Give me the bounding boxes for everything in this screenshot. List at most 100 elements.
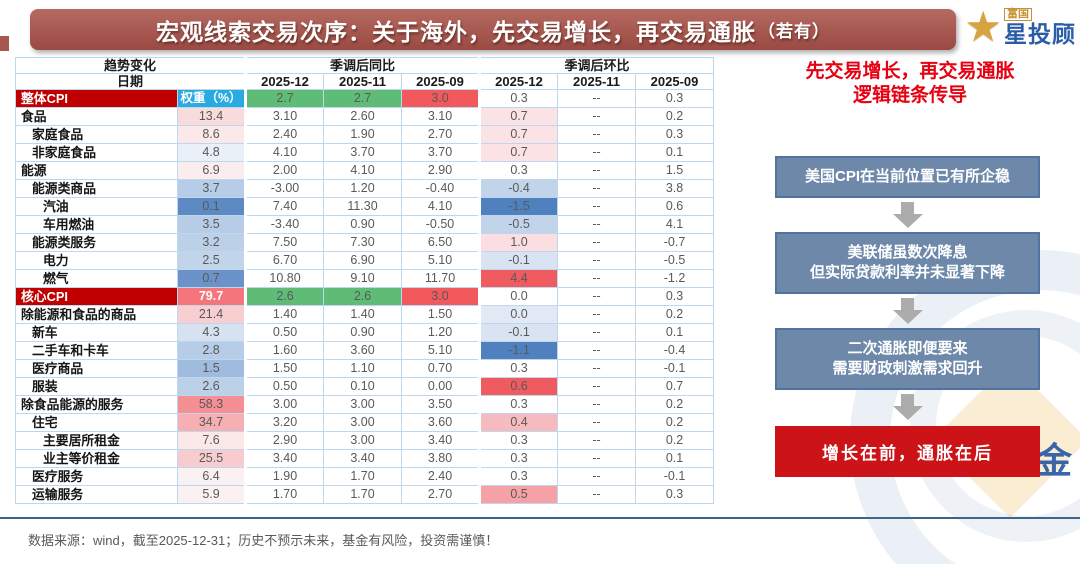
mom-cell: 0.2 — [635, 107, 715, 126]
mom-cell: -0.7 — [635, 233, 715, 252]
mom-cell: 0.7 — [478, 107, 559, 126]
yoy-cell: 2.6 — [323, 287, 403, 306]
down-arrow-icon — [892, 394, 923, 420]
mom-cell: 0.3 — [635, 485, 715, 504]
row-label-cell: 业主等价租金 — [15, 449, 178, 468]
disclaimer-text: 数据来源：wind，截至2025-12-31；历史不预示未来，基金有风险，投资需… — [28, 533, 499, 548]
mom-cell: -- — [557, 107, 637, 126]
mom-cell: -1.2 — [635, 269, 715, 288]
table-row: 能源类服务 3.2 7.50 7.30 6.50 1.0 -- -0.7 — [15, 233, 715, 252]
logic-headline-line1: 先交易增长，再交易通胀 — [805, 61, 1015, 82]
yoy-cell: 2.60 — [323, 107, 403, 126]
header-date-label: 日期 — [14, 73, 247, 90]
mom-cell: -0.4 — [635, 341, 715, 360]
flow-box: 二次通胀即便要来 需要财政刺激需求回升 — [775, 328, 1040, 390]
row-label-cell: 能源 — [15, 161, 178, 180]
mom-cell: 0.7 — [478, 125, 559, 144]
yoy-cell: 2.40 — [244, 125, 325, 144]
table-row: 医疗服务 6.4 1.90 1.70 2.40 0.3 -- -0.1 — [15, 467, 715, 486]
yoy-cell: 4.10 — [244, 143, 325, 162]
yoy-cell: 1.90 — [323, 125, 403, 144]
mom-cell: -1.5 — [478, 197, 559, 216]
cpi-table-header: 趋势变化 季调后同比 季调后环比 日期 2025-12 2025-11 2025-0… — [14, 57, 715, 90]
mom-cell: -- — [557, 89, 637, 108]
table-row: 服装 2.6 0.50 0.10 0.00 0.6 -- 0.7 — [15, 377, 715, 396]
row-label-cell: 除能源和食品的商品 — [15, 305, 178, 324]
weight-cell: 13.4 — [176, 107, 247, 126]
date-header: 2025-11 — [557, 73, 637, 90]
yoy-cell: 3.70 — [323, 143, 403, 162]
row-label-cell: 新车 — [15, 323, 178, 342]
yoy-cell: 3.0 — [401, 287, 481, 306]
mom-cell: 0.2 — [635, 413, 715, 432]
header-trend-change: 趋势变化 — [14, 57, 247, 74]
yoy-cell: 0.50 — [244, 377, 325, 396]
mom-cell: 0.4 — [478, 413, 559, 432]
date-header: 2025-09 — [635, 73, 715, 90]
row-label-cell: 汽油 — [15, 197, 178, 216]
table-row: 食品 13.4 3.10 2.60 3.10 0.7 -- 0.2 — [15, 107, 715, 126]
table-row: 除能源和食品的商品 21.4 1.40 1.40 1.50 0.0 -- 0.2 — [15, 305, 715, 324]
flow-box-line: 美国CPI在当前位置已有所企稳 — [804, 168, 1010, 185]
mom-cell: 4.1 — [635, 215, 715, 234]
mom-cell: 0.3 — [478, 89, 559, 108]
yoy-cell: 7.40 — [244, 197, 325, 216]
mom-cell: 0.1 — [635, 323, 715, 342]
table-row: 医疗商品 1.5 1.50 1.10 0.70 0.3 -- -0.1 — [15, 359, 715, 378]
mom-cell: 0.7 — [635, 377, 715, 396]
yoy-cell: 3.40 — [244, 449, 325, 468]
row-label-cell: 主要居所租金 — [15, 431, 178, 450]
table-row: 家庭食品 8.6 2.40 1.90 2.70 0.7 -- 0.3 — [15, 125, 715, 144]
table-row: 业主等价租金 25.5 3.40 3.40 3.80 0.3 -- 0.1 — [15, 449, 715, 468]
date-header: 2025-12 — [478, 73, 559, 90]
yoy-cell: 0.00 — [401, 377, 481, 396]
yoy-cell: 0.90 — [323, 323, 403, 342]
row-label-cell: 核心CPI — [15, 287, 178, 306]
yoy-cell: 1.40 — [323, 305, 403, 324]
slide-title-suffix: （若有） — [758, 22, 830, 41]
mom-cell: 0.3 — [635, 125, 715, 144]
mom-cell: -1.1 — [478, 341, 559, 360]
mom-cell: -- — [557, 161, 637, 180]
yoy-cell: -0.40 — [401, 179, 481, 198]
conclusion-text: 增长在前，通胀在后 — [822, 444, 993, 463]
row-label-cell: 二手车和卡车 — [15, 341, 178, 360]
mom-cell: 0.0 — [478, 305, 559, 324]
logic-headline-line2: 逻辑链条传导 — [852, 85, 967, 106]
mom-cell: -- — [557, 179, 637, 198]
yoy-cell: 1.40 — [244, 305, 325, 324]
yoy-cell: 2.70 — [401, 485, 481, 504]
mom-cell: 1.0 — [478, 233, 559, 252]
left-edge-accent — [0, 36, 9, 51]
yoy-cell: 11.70 — [401, 269, 481, 288]
yoy-cell: 1.70 — [323, 467, 403, 486]
weight-cell: 25.5 — [176, 449, 247, 468]
yoy-cell: 7.30 — [323, 233, 403, 252]
weight-cell: 7.6 — [176, 431, 247, 450]
yoy-cell: 1.10 — [323, 359, 403, 378]
mom-cell: -- — [557, 197, 637, 216]
mom-cell: -- — [557, 323, 637, 342]
row-label-cell: 非家庭食品 — [15, 143, 178, 162]
mom-cell: -0.1 — [478, 323, 559, 342]
header-group-row: 趋势变化 季调后同比 季调后环比 — [14, 57, 715, 74]
table-row: 二手车和卡车 2.8 1.60 3.60 5.10 -1.1 -- -0.4 — [15, 341, 715, 360]
watermark-gold-char: 金 — [1036, 440, 1073, 481]
yoy-cell: 2.90 — [244, 431, 325, 450]
weight-cell: 58.3 — [176, 395, 247, 414]
yoy-cell: 2.40 — [401, 467, 481, 486]
flow-box-line: 美联储虽数次降息 — [847, 244, 968, 261]
header-yoy-group: 季调后同比 — [244, 57, 481, 74]
yoy-cell: 3.0 — [401, 89, 481, 108]
table-row: 非家庭食品 4.8 4.10 3.70 3.70 0.7 -- 0.1 — [15, 143, 715, 162]
weight-cell: 3.2 — [176, 233, 247, 252]
weight-cell: 34.7 — [176, 413, 247, 432]
yoy-cell: 11.30 — [323, 197, 403, 216]
yoy-cell: 3.80 — [401, 449, 481, 468]
yoy-cell: 6.50 — [401, 233, 481, 252]
yoy-cell: 1.50 — [244, 359, 325, 378]
yoy-cell: -3.40 — [244, 215, 325, 234]
date-header: 2025-09 — [401, 73, 481, 90]
yoy-cell: -0.50 — [401, 215, 481, 234]
